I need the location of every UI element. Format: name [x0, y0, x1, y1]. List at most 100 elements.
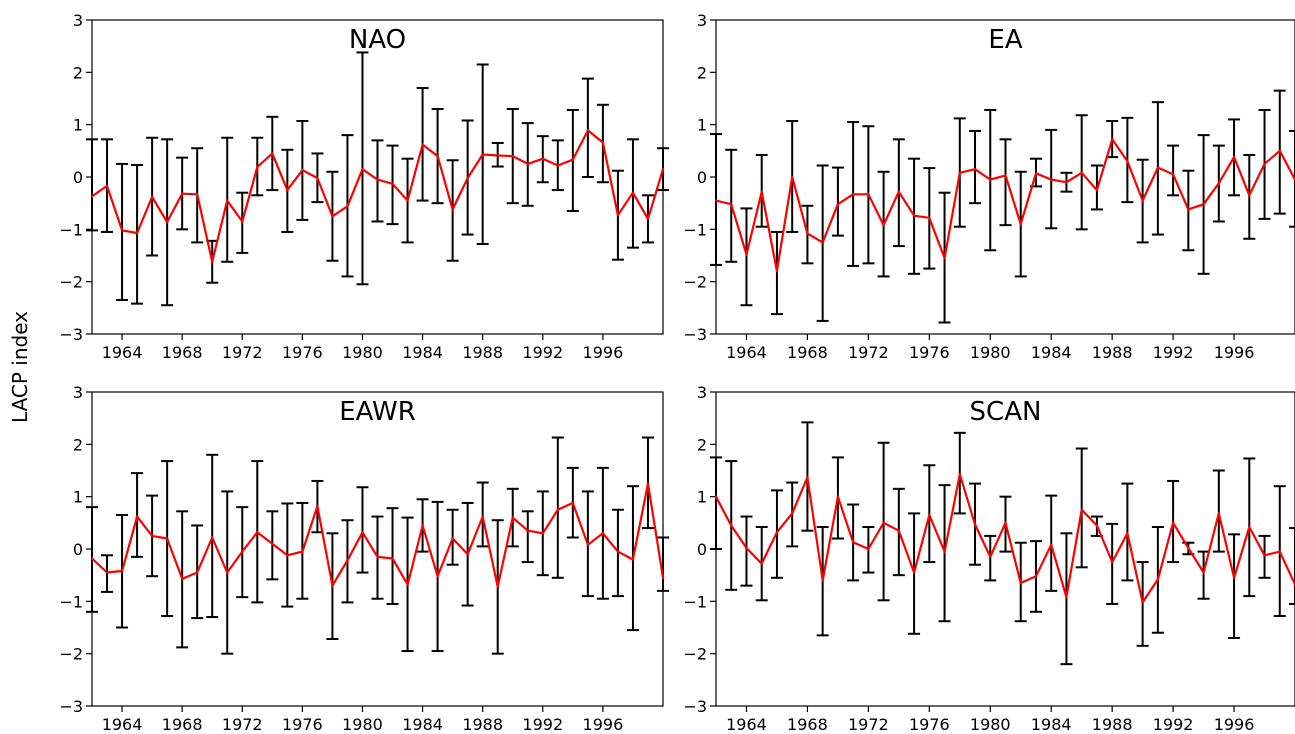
data-point	[646, 217, 650, 221]
data-point	[541, 157, 544, 160]
error-bar	[1136, 561, 1149, 647]
x-tick-label: 1980	[970, 343, 1011, 362]
data-point	[1278, 149, 1281, 153]
data-point	[882, 223, 885, 227]
data-point	[631, 558, 635, 561]
data-point	[928, 513, 931, 517]
x-tick-label: 1968	[787, 715, 828, 734]
data-point	[989, 555, 992, 559]
error-bar	[236, 191, 249, 254]
data-point	[1034, 575, 1038, 578]
data-point	[466, 176, 469, 180]
data-point	[526, 162, 529, 166]
x-tick-label: 1988	[1092, 715, 1133, 734]
error-bar	[740, 207, 753, 307]
data-point	[1263, 162, 1266, 166]
x-tick-label: 1964	[726, 715, 767, 734]
data-point	[1156, 166, 1160, 169]
x-tick-label: 1968	[787, 343, 828, 362]
error-bar	[1060, 532, 1073, 666]
data-point	[376, 178, 379, 181]
y-tick-label: 3	[73, 11, 83, 30]
data-point	[1187, 208, 1190, 211]
x-tick-label: 1968	[162, 715, 203, 734]
error-bar	[831, 166, 844, 237]
data-point	[1110, 138, 1114, 141]
error-bar	[386, 507, 399, 605]
error-bar	[266, 510, 279, 581]
data-point	[586, 543, 590, 547]
x-tick-label: 1992	[522, 715, 563, 734]
data-point	[211, 536, 214, 539]
data-point	[616, 550, 620, 553]
data-point	[601, 141, 605, 144]
x-tick-label: 1984	[402, 715, 443, 734]
x-tick-label: 1968	[162, 343, 203, 362]
data-point	[1050, 543, 1053, 547]
error-bar	[877, 441, 890, 602]
data-point	[586, 129, 590, 132]
panel-title: EA	[988, 25, 1022, 55]
error-bar	[1106, 522, 1119, 605]
error-bar	[551, 436, 564, 579]
y-tick-label: −1	[683, 220, 707, 239]
panel-eawr: −3 −2 −1 0 1 2 3 1964 1968 1972 1976 1980 1984 1988 19…	[59, 383, 669, 734]
x-tick-label: 1980	[970, 715, 1011, 734]
error-bar	[999, 138, 1012, 227]
data-point	[1004, 174, 1007, 177]
data-point	[496, 154, 499, 157]
data-point	[646, 482, 650, 485]
error-bar	[1258, 534, 1271, 579]
data-point	[301, 550, 304, 553]
data-point	[661, 167, 665, 171]
data-point	[912, 214, 916, 217]
data-point	[271, 542, 274, 545]
y-tick-label: 1	[697, 488, 707, 507]
data-point	[165, 220, 169, 224]
error-bar	[1289, 527, 1295, 605]
data-point	[851, 193, 855, 196]
x-tick-label: 1964	[726, 343, 767, 362]
error-bar	[969, 129, 982, 205]
data-point	[1095, 524, 1099, 527]
data-point	[331, 584, 334, 587]
data-point	[451, 208, 454, 211]
data-point	[331, 215, 334, 218]
data-point	[256, 165, 259, 169]
data-point	[897, 529, 901, 532]
x-tick-label: 1992	[522, 343, 563, 362]
data-point	[150, 534, 154, 538]
data-point	[714, 199, 718, 202]
data-point	[958, 472, 961, 476]
x-tick-label: 1964	[102, 715, 143, 734]
data-point	[226, 199, 229, 202]
data-point	[391, 182, 394, 186]
x-tick-label: 1984	[1031, 343, 1072, 362]
error-bar	[521, 510, 534, 564]
error-bar	[1045, 494, 1058, 592]
data-point	[1202, 571, 1205, 574]
x-tick-label: 1972	[848, 343, 889, 362]
data-point	[897, 190, 901, 193]
data-point	[1217, 182, 1221, 185]
data-point	[836, 495, 840, 498]
x-tick-label: 1984	[1031, 715, 1072, 734]
y-tick-label: 0	[697, 168, 707, 187]
data-point	[1263, 554, 1266, 557]
error-bar	[476, 481, 489, 548]
data-point	[1004, 521, 1007, 525]
data-point	[973, 167, 977, 171]
error-bar	[356, 486, 369, 574]
data-point	[821, 579, 824, 582]
y-tick-label: −1	[59, 592, 83, 611]
data-point	[571, 158, 575, 161]
y-axis-label: LACP index	[8, 311, 32, 423]
data-point	[105, 184, 109, 188]
data-point	[511, 516, 514, 519]
data-point	[1019, 581, 1022, 585]
error-bar	[1243, 154, 1256, 240]
panel-nao: −3 −2 −1 0 1 2 3 1964 1968 1972 1976 1980 1984 1988 19…	[59, 11, 669, 362]
data-point	[1126, 532, 1129, 535]
data-point	[973, 523, 977, 526]
error-bar	[1075, 447, 1088, 569]
